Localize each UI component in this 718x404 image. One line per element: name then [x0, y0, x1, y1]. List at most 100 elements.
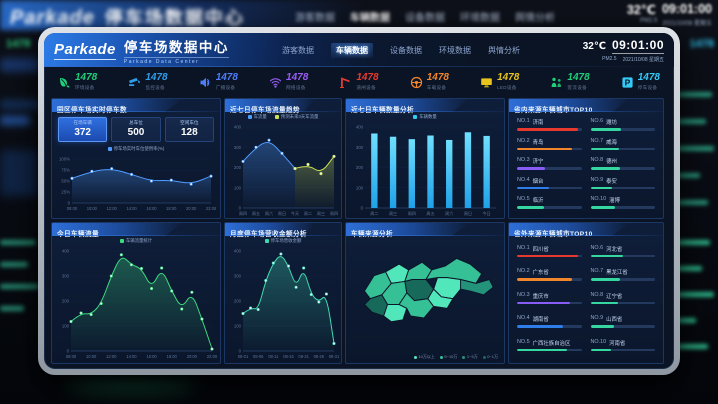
svg-text:08-11: 08-11 — [268, 354, 279, 359]
svg-text:200: 200 — [62, 299, 70, 304]
stat-box-2[interactable]: 空闲车位 128 — [164, 117, 214, 142]
rank-item: NO.10 淄博 — [590, 193, 655, 212]
today-flow-area-chart: 400 300 200 100 008:00 10:00 12:00 14:00 16:00 18… — [62, 249, 217, 359]
svg-text:0: 0 — [361, 206, 364, 211]
map-legend-item: 5~10万 — [439, 354, 457, 360]
svg-text:周五: 周五 — [426, 210, 434, 216]
svg-text:14:00: 14:00 — [126, 354, 137, 359]
kpi-6: 1478 LED设备 — [480, 73, 519, 91]
rank-item: NO.4 烟台 — [517, 173, 582, 192]
svg-text:400: 400 — [356, 125, 364, 130]
temperature-value: 32℃ — [582, 41, 606, 52]
svg-text:12:00: 12:00 — [106, 354, 117, 359]
occupancy-legend: 停车场实时车位使用率(%) — [52, 144, 220, 153]
kpi-7: 1478 客流设备 — [550, 73, 590, 91]
panel-title-monthly-revenue: 月度停车场营收金额分析 — [225, 223, 341, 238]
today-flow-legend: 车辆流量统计 — [52, 236, 220, 245]
svg-text:22:00: 22:00 — [206, 206, 216, 211]
panel-province-rank: 省内来源车辆城市TOP10 NO.1 济南 NO.2 青岛 NO.3 济宁 NO.4 烟台 NO… — [508, 98, 664, 219]
people-icon — [550, 76, 563, 89]
svg-text:08-26: 08-26 — [314, 354, 325, 359]
nav-item-1[interactable]: 车辆数据 — [331, 42, 373, 58]
svg-text:200: 200 — [234, 165, 242, 170]
kpi-0: 1478 环境设备 — [58, 73, 97, 91]
svg-text:08-01: 08-01 — [238, 354, 249, 359]
air-quality-label: PM2.5 — [602, 56, 617, 62]
legend-item[interactable]: 车辆流量统计 — [119, 238, 152, 244]
page-subtitle: Parkade Data Center — [123, 56, 229, 65]
stat-box-1[interactable]: 总车位 500 — [111, 117, 161, 142]
svg-text:08-16: 08-16 — [283, 354, 294, 359]
panels-grid: 园区停车场实时停车数 在场车辆 372 总车位 500 空闲车位 128 停车场实时车位使… — [44, 97, 674, 369]
svg-text:周三: 周三 — [317, 210, 325, 216]
svg-text:200: 200 — [356, 165, 364, 170]
svg-text:400: 400 — [234, 249, 242, 254]
svg-text:200: 200 — [234, 299, 242, 304]
device-kpi-row: 1478 环境设备 1478 监控设备 1478 广播设备 1478 网络设备 1478 道闸设备… — [44, 67, 674, 97]
svg-text:周四: 周四 — [408, 210, 416, 216]
svg-text:50%: 50% — [61, 179, 70, 184]
svg-text:300: 300 — [234, 145, 242, 150]
steering-wheel-icon — [410, 76, 423, 89]
weekly-flow-legend: 车流量 预测未来3天车流量 — [225, 112, 341, 121]
panel-title-weekly-flow: 近七日停车场流量趋势 — [225, 99, 341, 114]
svg-text:08-06: 08-06 — [253, 354, 264, 359]
panel-realtime-parking: 园区停车场实时停车数 在场车辆 372 总车位 500 空闲车位 128 停车场实时车位使… — [51, 98, 221, 219]
legend-item[interactable]: 停车场实时车位使用率(%) — [107, 146, 164, 152]
panel-title-province-rank: 省内来源车辆城市TOP10 — [509, 99, 663, 114]
app-title-block: 停车场数据中心 Parkade Data Center — [123, 36, 229, 65]
barrier-icon — [339, 76, 352, 89]
svg-text:20:00: 20:00 — [187, 354, 198, 359]
shandong-map[interactable] — [351, 243, 499, 341]
camera-icon — [128, 76, 141, 89]
rank-item: NO.8 德州 — [590, 154, 655, 173]
svg-text:0: 0 — [68, 201, 71, 206]
panel-daily-count: 近七日车辆数量分析 车辆数量 400 300 200 100 0 周二 周三 周四 周五 周六 周日… — [345, 98, 505, 219]
nav-item-2[interactable]: 设备数据 — [390, 45, 422, 55]
nav-item-0[interactable]: 游客数据 — [282, 45, 314, 55]
svg-text:今天: 今天 — [291, 210, 299, 216]
svg-text:18:00: 18:00 — [167, 354, 178, 359]
monthly-revenue-area-chart: 400 300 200 100 008-01 08-06 08-11 08-16 08-21 08… — [234, 249, 339, 359]
kpi-3: 1478 网络设备 — [269, 73, 308, 91]
panel-weekly-flow: 近七日停车场流量趋势 车流量 预测未来3天车流量 400 300 200 100 0 周四周… — [224, 98, 342, 219]
legend-item[interactable]: 停车场营收金额 — [264, 238, 301, 244]
rank-item: NO.2 广东省 — [517, 263, 582, 287]
legend-item[interactable]: 车辆数量 — [413, 114, 437, 120]
nav-item-4[interactable]: 舆情分析 — [488, 45, 520, 55]
panel-title-source-map: 车辆来源分析 — [346, 223, 504, 238]
panel-title-today-flow: 今日车辆流量 — [52, 223, 220, 238]
map-legend-item: 0~1万 — [482, 354, 498, 360]
svg-text:20:00: 20:00 — [186, 206, 197, 211]
legend-item[interactable]: 预测未来3天车流量 — [274, 114, 318, 120]
map-legend-item: 1~5万 — [462, 354, 478, 360]
stat-box-0[interactable]: 在场车辆 372 — [58, 117, 108, 142]
kpi-8: P 1478 停车设备 — [621, 73, 660, 91]
svg-text:0: 0 — [239, 206, 242, 211]
rank-item: NO.9 泰安 — [590, 173, 655, 192]
svg-text:周四: 周四 — [239, 210, 247, 216]
occupancy-line-chart: 100% 75% 50% 25% 008:00 10:00 12:00 14:00 16:00 1… — [59, 157, 216, 211]
rank-item: NO.3 济宁 — [517, 154, 582, 173]
monitor-frame: Parkade 停车场数据中心 Parkade Data Center 游客数据… — [38, 27, 680, 375]
svg-text:周六: 周六 — [445, 210, 453, 216]
svg-text:周四: 周四 — [330, 210, 338, 216]
map-container: 10万以上 5~10万 1~5万 0~1万 — [346, 236, 504, 363]
rank-item: NO.7 黑龙江省 — [590, 263, 655, 287]
leaf-icon — [58, 76, 71, 89]
rank-item: NO.5 广西壮族自治区 — [517, 333, 582, 357]
daily-count-bar-chart: 400 300 200 100 0 周二 周三 周四 周五 周六 周日 今日 — [356, 125, 496, 216]
svg-text:100: 100 — [62, 324, 70, 329]
svg-text:周日: 周日 — [278, 210, 286, 216]
nav-item-3[interactable]: 环境数据 — [439, 45, 471, 55]
led-screen-icon — [480, 76, 493, 89]
legend-item[interactable]: 车流量 — [247, 114, 267, 120]
svg-text:12:00: 12:00 — [107, 206, 118, 211]
kpi-4: 1478 道闸设备 — [339, 73, 379, 91]
svg-text:300: 300 — [356, 145, 364, 150]
kpi-1: 1478 监控设备 — [128, 73, 168, 91]
wifi-icon — [269, 76, 282, 89]
svg-text:0: 0 — [239, 349, 242, 354]
daily-count-legend: 车辆数量 — [346, 112, 504, 121]
